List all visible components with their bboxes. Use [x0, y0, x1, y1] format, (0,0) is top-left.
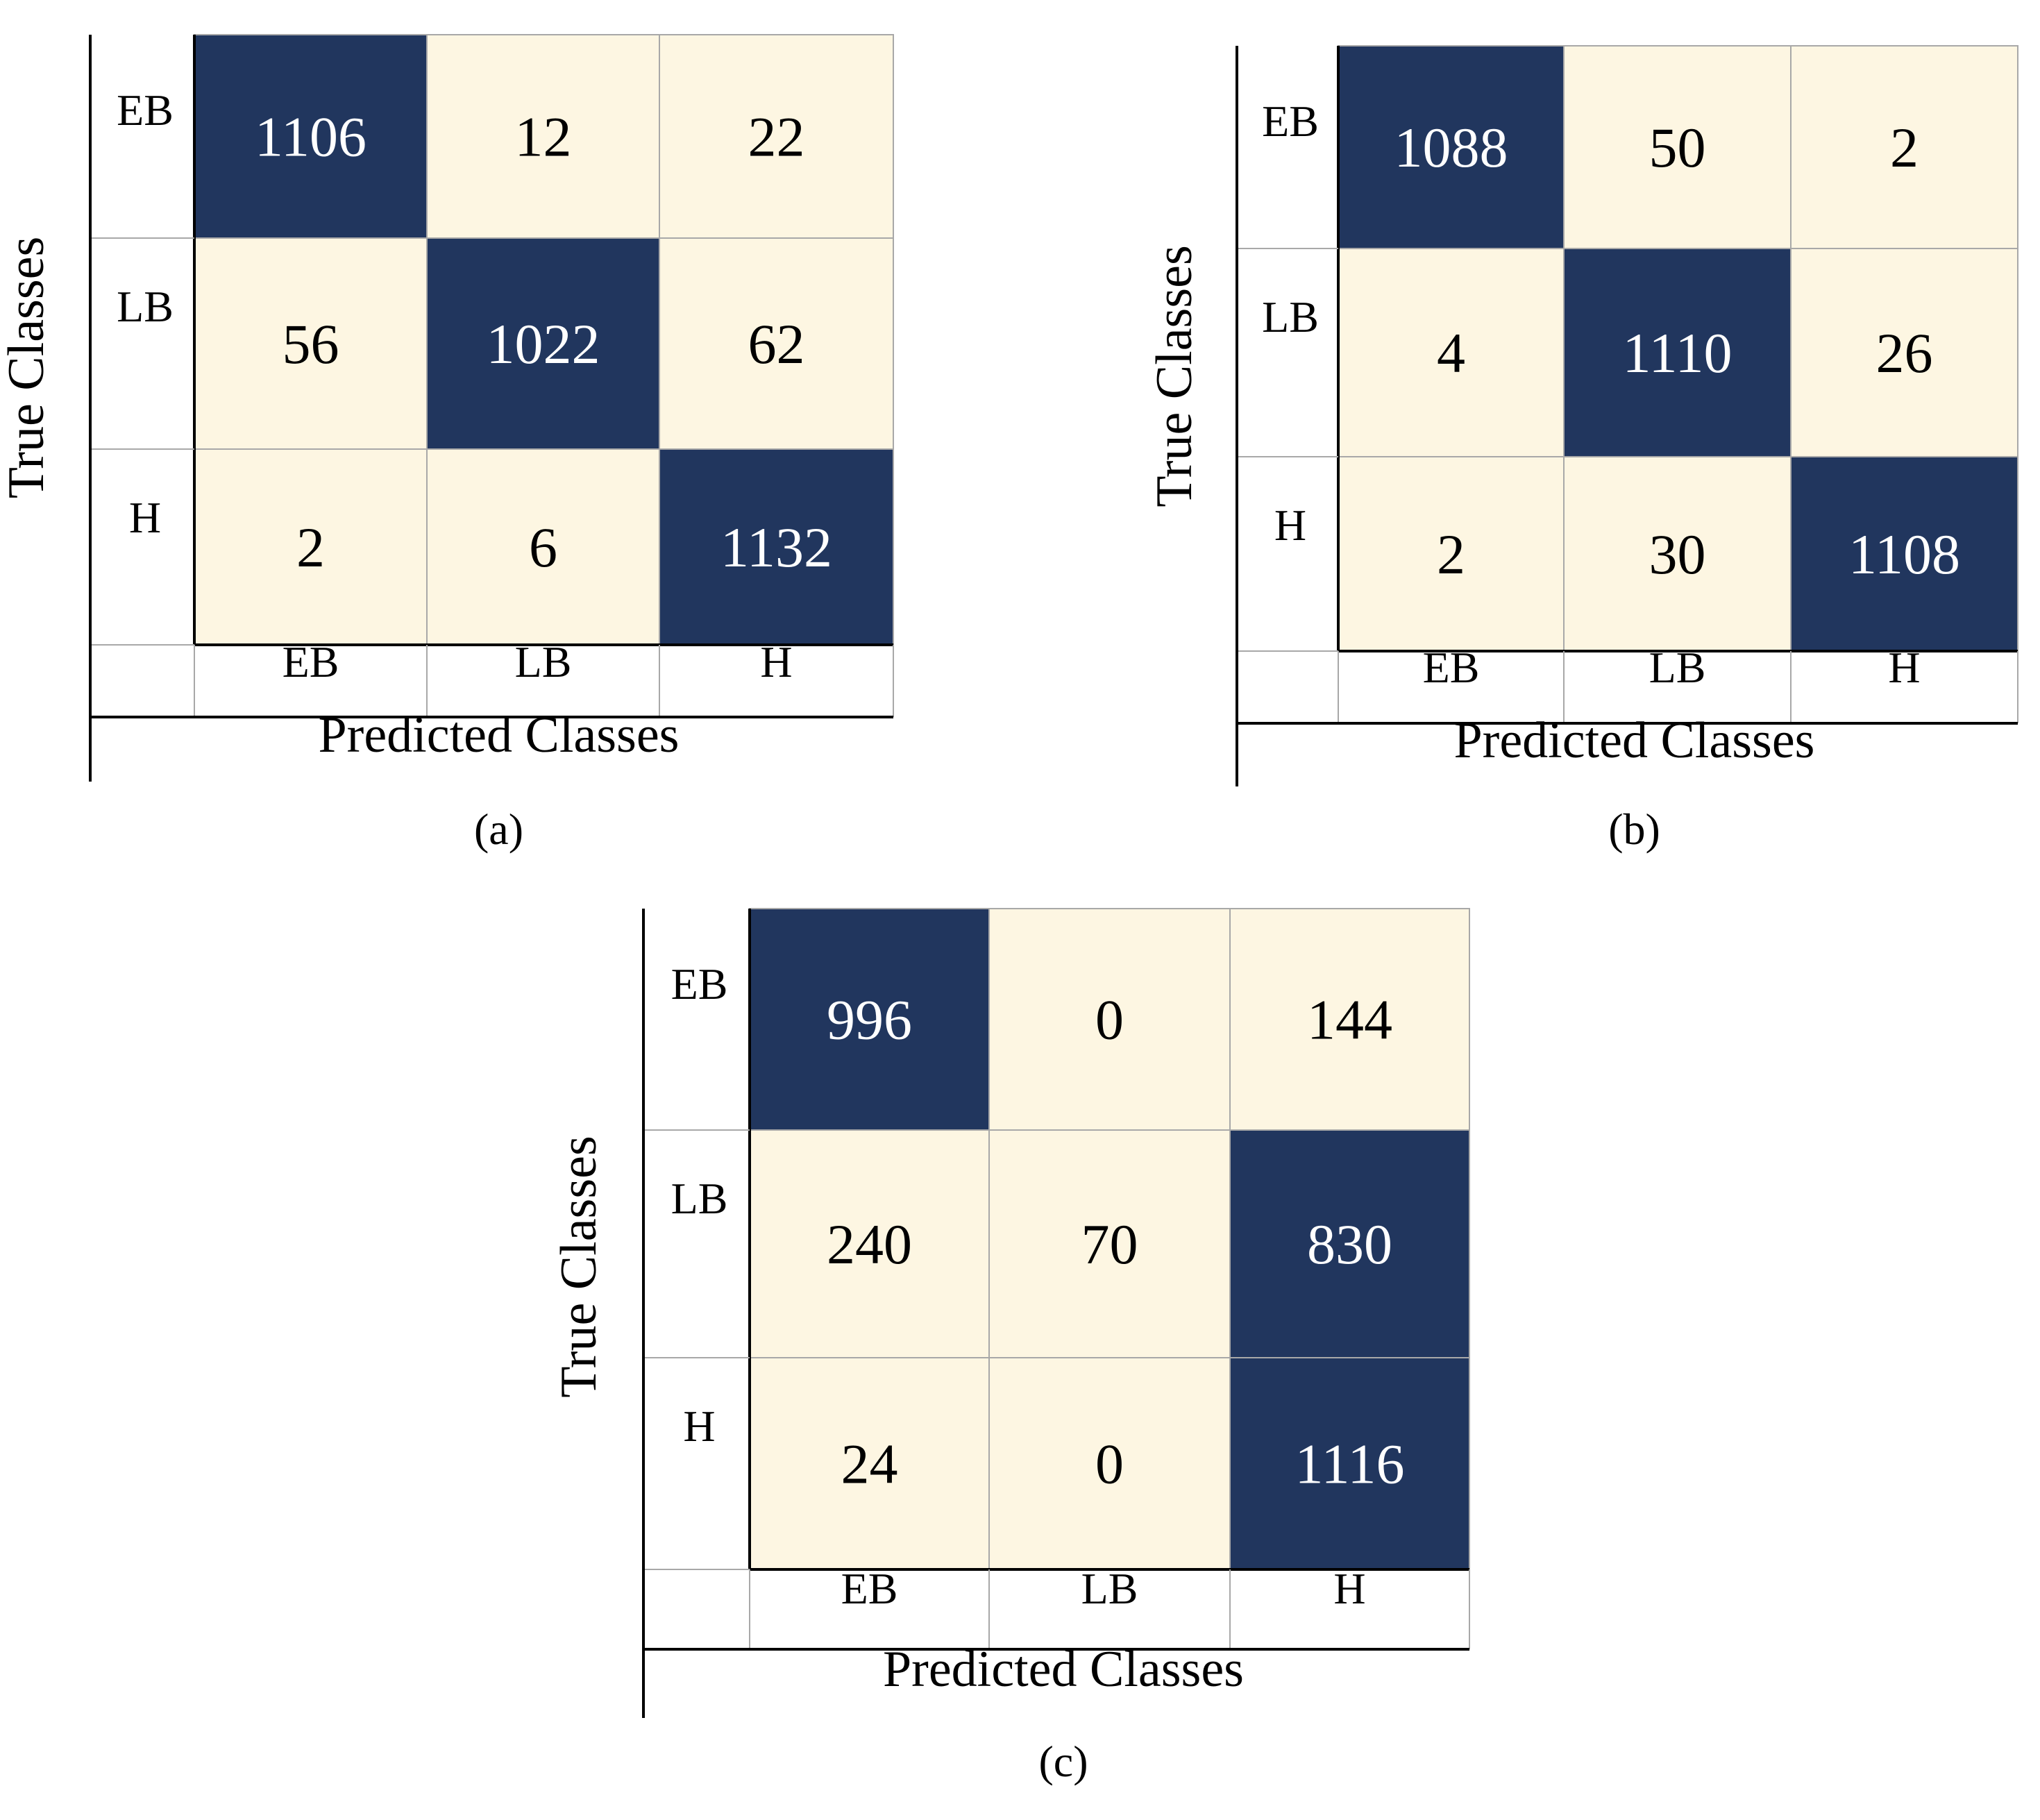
column-label: EB [283, 637, 339, 686]
confusion-matrix-panel-a: 1106 12 22 56 1022 62 2 6 1132 EB LB H EB LB H Predicte… [0, 34, 894, 854]
matrix-cell [1563, 248, 1792, 457]
matrix-cell [749, 1357, 990, 1570]
matrix-cell [1229, 1357, 1470, 1570]
column-label: H [760, 637, 792, 686]
row-label: H [683, 1401, 715, 1451]
cell-value: 4 [1437, 321, 1465, 385]
row-label: H [1274, 500, 1306, 550]
matrix-cell [659, 237, 894, 450]
cell-value: 56 [283, 312, 339, 376]
matrix-cell [749, 908, 990, 1131]
x-axis-title: Predicted Classes [1454, 712, 1815, 769]
y-axis-title: True Classes [1146, 245, 1203, 507]
cell-value: 0 [1095, 1433, 1124, 1496]
cell-value: 240 [827, 1213, 912, 1276]
cell-value: 1116 [1295, 1433, 1405, 1496]
matrix-cell [1563, 456, 1792, 652]
cell-value: 50 [1649, 116, 1706, 179]
cell-value: 1132 [720, 516, 832, 579]
column-label: LB [515, 637, 572, 686]
cell-value: 1022 [487, 312, 600, 376]
column-label: EB [841, 1564, 898, 1613]
matrix-cell [988, 908, 1231, 1131]
row-label: LB [1262, 292, 1319, 342]
cell-value: 1110 [1623, 321, 1733, 385]
row-label: EB [117, 85, 174, 135]
column-label: H [1888, 643, 1920, 692]
cell-value: 1088 [1394, 116, 1508, 179]
matrix-cell [749, 1129, 990, 1358]
panel-label: (a) [474, 804, 523, 854]
matrix-cell [426, 237, 660, 450]
cell-value: 2 [1890, 116, 1919, 179]
y-axis-title: True Classes [0, 237, 55, 499]
matrix-cell [1338, 45, 1565, 249]
cell-value: 12 [515, 106, 572, 169]
column-label: H [1333, 1564, 1365, 1613]
cell-value: 22 [748, 106, 805, 169]
cell-value: 830 [1307, 1213, 1392, 1276]
cell-value: 62 [748, 312, 805, 376]
matrix-cell [1790, 456, 2018, 652]
panel-label: (b) [1608, 804, 1660, 854]
cell-value: 2 [296, 516, 325, 579]
row-label: LB [671, 1174, 728, 1223]
panel-label: (c) [1038, 1737, 1088, 1786]
matrix-cell [426, 448, 660, 646]
cell-value: 24 [841, 1433, 898, 1496]
matrix-cell [659, 448, 894, 646]
matrix-cell [1563, 45, 1792, 249]
cell-value: 6 [529, 516, 557, 579]
x-axis-title: Predicted Classes [883, 1641, 1244, 1698]
column-label: LB [1081, 1564, 1138, 1613]
cell-value: 996 [827, 988, 912, 1052]
cell-value: 30 [1649, 523, 1706, 586]
row-label: H [129, 493, 161, 542]
matrix-cell [1790, 45, 2018, 249]
matrix-cell [194, 34, 428, 239]
x-axis-title: Predicted Classes [319, 707, 680, 764]
cell-value: 70 [1081, 1213, 1138, 1276]
confusion-matrix-panel-b: 1088 50 2 4 1110 26 2 30 1108 EB LB H EB LB H Predicted… [1146, 45, 2018, 854]
cell-value: 144 [1307, 988, 1392, 1052]
matrix-cell [1229, 1129, 1470, 1358]
cell-value: 0 [1095, 988, 1124, 1052]
matrix-cell [988, 1357, 1231, 1570]
column-label: LB [1649, 643, 1706, 692]
y-axis-title: True Classes [550, 1136, 607, 1398]
row-label: EB [1262, 96, 1319, 146]
column-label: EB [1423, 643, 1480, 692]
row-label: LB [117, 282, 174, 331]
matrix-cell [1338, 456, 1565, 652]
cell-value: 2 [1437, 523, 1465, 586]
cell-value: 1106 [255, 106, 366, 169]
matrix-cell [1229, 908, 1470, 1131]
cell-value: 26 [1876, 321, 1933, 385]
cell-value: 1108 [1848, 523, 1960, 586]
row-label: EB [671, 959, 728, 1009]
matrix-cell [194, 237, 428, 450]
matrix-cell [988, 1129, 1231, 1358]
